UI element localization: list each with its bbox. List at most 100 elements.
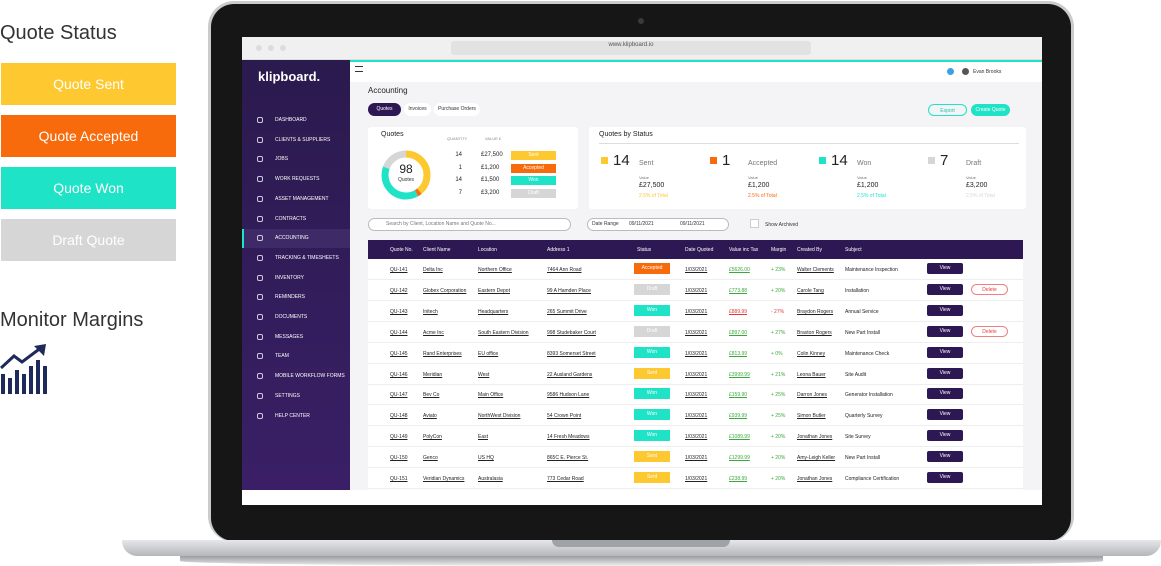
menu-item[interactable]: MOBILE WORKFLOW FORMS <box>275 373 345 380</box>
cell[interactable]: 8393 Somerset Street <box>547 350 596 357</box>
cell[interactable]: QU-151 <box>390 476 408 482</box>
cell[interactable]: Colin Kinney <box>797 350 826 357</box>
view-button[interactable]: View <box>927 325 963 337</box>
view-button[interactable]: View <box>927 283 963 295</box>
cell[interactable]: Delta Inc <box>423 267 443 273</box>
cell[interactable]: Main Office <box>478 392 504 399</box>
cell[interactable]: 1/03/2021 <box>685 308 708 315</box>
cell[interactable]: Amy-Leigh Keller <box>797 455 836 462</box>
cell[interactable]: 22 Ausland Gardens <box>547 371 593 378</box>
cell[interactable]: Rand Enterprises <box>423 350 462 357</box>
cell[interactable]: QU-145 <box>390 350 408 357</box>
cell[interactable]: Veridian Dynamics <box>423 476 465 482</box>
cell[interactable]: West <box>478 371 490 378</box>
cell[interactable]: Darron Jones <box>797 392 828 399</box>
cell[interactable]: 998 Studebaker Court <box>547 329 596 336</box>
cell[interactable]: 1/03/2021 <box>685 350 708 357</box>
export-button[interactable]: Export <box>928 104 967 116</box>
cell[interactable]: 265 Summit Drive <box>547 308 587 315</box>
cell[interactable]: Carole Tang <box>797 287 824 294</box>
view-button[interactable]: View <box>927 367 963 379</box>
view-button[interactable]: View <box>927 263 963 274</box>
cell[interactable]: QU-142 <box>390 287 408 294</box>
menu-item[interactable]: MESSAGES <box>275 333 304 340</box>
url-field[interactable] <box>451 41 811 55</box>
cell[interactable]: 1/03/2021 <box>685 392 708 399</box>
cell[interactable]: US HQ <box>478 455 494 462</box>
cell[interactable]: 9586 Hudson Lane <box>547 392 590 399</box>
cell[interactable]: 1/03/2021 <box>685 329 708 336</box>
cell[interactable]: Eastern Depot <box>478 287 510 294</box>
search-box[interactable] <box>368 218 571 231</box>
cell[interactable]: QU-149 <box>390 434 408 441</box>
cell[interactable]: South Eastern Division <box>478 329 529 336</box>
cell[interactable]: 1/03/2021 <box>685 476 708 482</box>
cell[interactable]: 54 Crown Point <box>547 413 582 420</box>
cell[interactable]: PolyCon <box>423 434 442 441</box>
delete-button[interactable]: Delete <box>971 283 1008 295</box>
menu-item[interactable]: DOCUMENTS <box>275 314 308 320</box>
menu-item[interactable]: INVENTORY <box>275 274 304 281</box>
cell[interactable]: QU-141 <box>390 267 408 273</box>
cell[interactable]: QU-144 <box>390 329 408 336</box>
menu-item[interactable]: HELP CENTER <box>275 412 310 419</box>
cell[interactable]: NorthWest Division <box>478 413 521 420</box>
tab[interactable]: Purchase Orders <box>434 103 480 116</box>
cell[interactable]: QU-143 <box>390 308 408 315</box>
view-button[interactable]: View <box>927 451 963 463</box>
cell[interactable]: Bev Co <box>423 392 440 399</box>
view-button[interactable]: View <box>927 304 963 316</box>
menu-item[interactable]: TRACKING & TIMESHEETS <box>275 254 339 261</box>
menu-item[interactable]: WORK REQUESTS <box>275 176 320 183</box>
menu-item[interactable]: REMINDERS <box>275 294 306 301</box>
menu-item[interactable]: CONTRACTS <box>275 215 307 222</box>
cell[interactable]: EU office <box>478 350 499 357</box>
cell[interactable]: QU-146 <box>390 371 408 378</box>
cell[interactable]: QU-150 <box>390 455 408 462</box>
cell[interactable]: East <box>478 434 489 441</box>
view-button[interactable]: View <box>927 430 963 442</box>
cell[interactable]: Aviato <box>423 413 437 420</box>
menu-item[interactable]: CLIENTS & SUPPLIERS <box>275 136 331 143</box>
tab[interactable]: Invoices <box>404 103 431 116</box>
menu-item[interactable]: SETTINGS <box>275 392 301 399</box>
cell[interactable]: Meridian <box>423 371 443 378</box>
cell[interactable]: Genco <box>423 455 438 462</box>
menu-item[interactable]: JOBS <box>275 156 289 163</box>
cell[interactable]: Jonathan Jones <box>797 434 833 441</box>
menu-item[interactable]: ASSET MANAGEMENT <box>275 195 329 202</box>
cell[interactable]: 1/03/2021 <box>685 267 708 273</box>
cell[interactable]: Leona Bauer <box>797 371 826 378</box>
cell[interactable]: Acme Inc <box>423 329 444 336</box>
cell[interactable]: Braxton Rogers <box>797 329 832 336</box>
view-button[interactable]: View <box>927 388 963 400</box>
cell[interactable]: 7464 Ann Road <box>547 267 582 273</box>
cell[interactable]: QU-147 <box>390 392 408 399</box>
menu-item[interactable]: ACCOUNTING <box>275 235 309 242</box>
create-button[interactable]: Create Quote <box>971 104 1010 116</box>
cell[interactable]: 1/03/2021 <box>685 287 708 294</box>
cell[interactable]: Walter Clements <box>797 267 834 273</box>
checkbox[interactable] <box>750 219 759 228</box>
date-range-box[interactable] <box>587 218 729 231</box>
date-to[interactable]: 09/11/2021 <box>680 221 705 227</box>
cell[interactable]: 99 A Hamden Place <box>547 287 591 294</box>
cell[interactable]: Jonathan Jones <box>797 476 833 482</box>
cell[interactable]: Simon Butler <box>797 413 826 420</box>
cell[interactable]: Northern Office <box>478 267 512 273</box>
cell[interactable]: Australasia <box>478 476 503 482</box>
user-name[interactable]: Evan Brooks <box>973 69 1002 75</box>
menu-item[interactable]: DASHBOARD <box>275 117 307 123</box>
cell[interactable]: 14 Fresh Meadows <box>547 434 590 441</box>
view-button[interactable]: View <box>927 472 963 483</box>
cell[interactable]: 865C E. Pierce St. <box>547 455 589 462</box>
tab[interactable]: Quotes <box>368 103 401 116</box>
cell[interactable]: Braydon Rogers <box>797 308 834 315</box>
cell[interactable]: Initech <box>423 308 438 315</box>
view-button[interactable]: View <box>927 346 963 358</box>
cell[interactable]: Headquarters <box>478 308 509 315</box>
cell[interactable]: 1/03/2021 <box>685 413 708 420</box>
cell[interactable]: 773 Cedar Road <box>547 476 584 482</box>
cell[interactable]: 1/03/2021 <box>685 371 708 378</box>
cell[interactable]: 1/03/2021 <box>685 455 708 462</box>
